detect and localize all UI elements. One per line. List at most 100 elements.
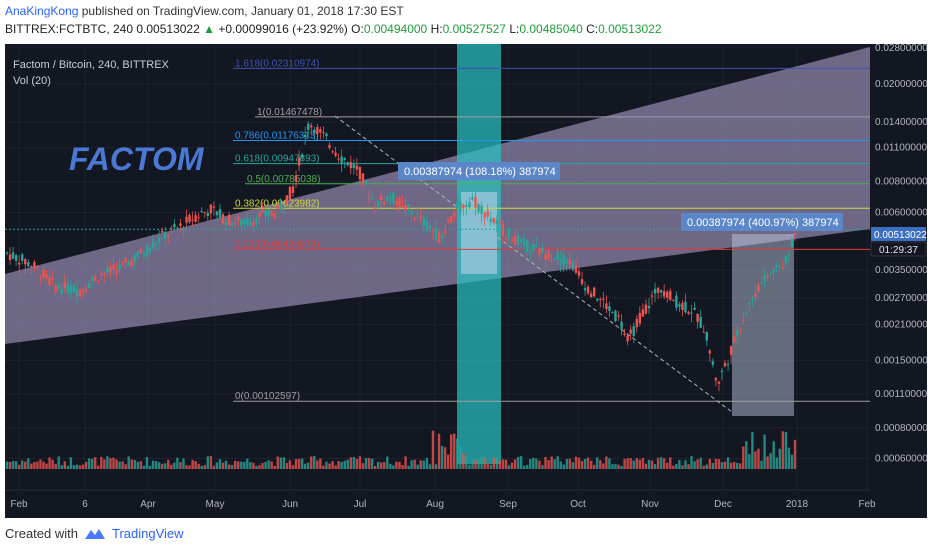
volume-bar xyxy=(328,463,331,469)
candle-body xyxy=(504,238,508,240)
chart-area[interactable]: 1.618(0.02310974) 1(0.01467478) 0.786(0.01… xyxy=(5,44,927,518)
candle-body xyxy=(151,241,155,250)
candle-body xyxy=(154,243,158,245)
volume-bar xyxy=(498,460,502,469)
candle-body xyxy=(130,259,133,267)
volume-bar xyxy=(51,459,54,469)
candle-body xyxy=(51,277,54,279)
candle-body xyxy=(675,295,678,308)
volume-bar xyxy=(723,461,727,469)
volume-bar xyxy=(471,459,474,469)
candle-body xyxy=(553,258,556,261)
candle-body xyxy=(666,291,669,298)
candle-body xyxy=(237,217,240,221)
y-tick-label: 0.00060000 xyxy=(875,454,927,465)
volume-bar xyxy=(352,456,356,469)
volume-bar xyxy=(84,461,88,469)
volume-bar xyxy=(36,461,39,469)
price-axis[interactable] xyxy=(870,44,927,518)
volume-bar xyxy=(66,465,70,469)
volume-bar xyxy=(602,463,605,469)
volume-bar xyxy=(130,459,133,469)
candle-body xyxy=(340,156,343,164)
volume-bar xyxy=(510,462,514,469)
change-value: +0.00099016 (+23.92%) xyxy=(218,22,348,36)
candle-body xyxy=(632,326,635,336)
candle-body xyxy=(629,329,632,334)
volume-bar xyxy=(772,441,775,469)
volume-bar xyxy=(392,465,395,469)
candle-body xyxy=(735,330,739,336)
time-axis[interactable] xyxy=(5,490,927,518)
candle-body xyxy=(142,253,146,256)
candle-body xyxy=(109,266,112,273)
volume-bar xyxy=(14,461,18,469)
volume-bar xyxy=(653,464,657,469)
volume-bar xyxy=(666,462,669,469)
volume-bar xyxy=(300,458,304,469)
candle-body xyxy=(513,236,517,246)
candle-body xyxy=(662,291,666,297)
volume-bar xyxy=(523,465,526,469)
volume-bar xyxy=(78,465,82,469)
fib-label: 0.236(0.00424879) xyxy=(235,239,320,250)
candle-body xyxy=(160,230,164,233)
candle-body xyxy=(84,289,88,293)
candle-body xyxy=(328,144,331,148)
volume-bar xyxy=(553,459,556,469)
x-tick-label: 6 xyxy=(82,499,88,510)
volume-bar xyxy=(416,464,419,469)
candle-body xyxy=(60,289,63,294)
volume-bar xyxy=(623,458,626,469)
candle-body xyxy=(462,204,465,209)
author-link[interactable]: AnaKingKong xyxy=(5,4,79,18)
candle-body xyxy=(644,304,648,314)
volume-bar xyxy=(450,434,453,469)
volume-bar xyxy=(21,460,24,469)
price-channel xyxy=(5,47,870,344)
candle-body xyxy=(118,264,121,270)
volume-bar xyxy=(489,464,492,469)
candle-body xyxy=(425,221,429,231)
candle-body xyxy=(526,240,529,253)
volume-bar xyxy=(745,441,748,469)
tradingview-link[interactable]: TradingView xyxy=(111,526,184,541)
volume-bar xyxy=(571,462,575,469)
candle-body xyxy=(784,255,788,263)
y-tick-label: 0.01400000 xyxy=(875,117,927,128)
candle-body xyxy=(389,197,392,199)
volume-bar xyxy=(97,465,100,469)
candle-body xyxy=(641,309,645,317)
volume-bar xyxy=(282,457,286,469)
volume-bar xyxy=(94,457,97,469)
candle-body xyxy=(112,264,115,270)
volume-bar xyxy=(535,458,538,469)
volume-bar xyxy=(246,458,249,469)
volume-bar xyxy=(230,464,234,469)
open-label: O: xyxy=(351,22,364,36)
candle-body xyxy=(550,260,553,262)
candle-body xyxy=(574,266,578,273)
candle-body xyxy=(583,288,587,291)
candle-body xyxy=(605,303,608,310)
candle-body xyxy=(383,201,386,205)
candle-body xyxy=(681,302,684,310)
volume-bar xyxy=(279,457,283,469)
candle-body xyxy=(358,167,362,180)
candle-body xyxy=(742,319,745,321)
volume-bar xyxy=(541,465,544,469)
candle-body xyxy=(726,363,730,365)
candle-body xyxy=(11,252,15,259)
volume-bar xyxy=(90,458,94,469)
volume-bar xyxy=(124,464,127,469)
volume-bar xyxy=(127,456,130,469)
volume-bar xyxy=(334,465,337,469)
high-label: H: xyxy=(430,22,443,36)
volume-bar xyxy=(474,459,477,469)
volume-bar xyxy=(325,461,328,469)
candle-body xyxy=(416,213,419,215)
candle-body xyxy=(322,132,325,134)
candle-body xyxy=(376,200,380,207)
candle-body xyxy=(386,196,389,201)
volume-bar xyxy=(708,458,712,469)
